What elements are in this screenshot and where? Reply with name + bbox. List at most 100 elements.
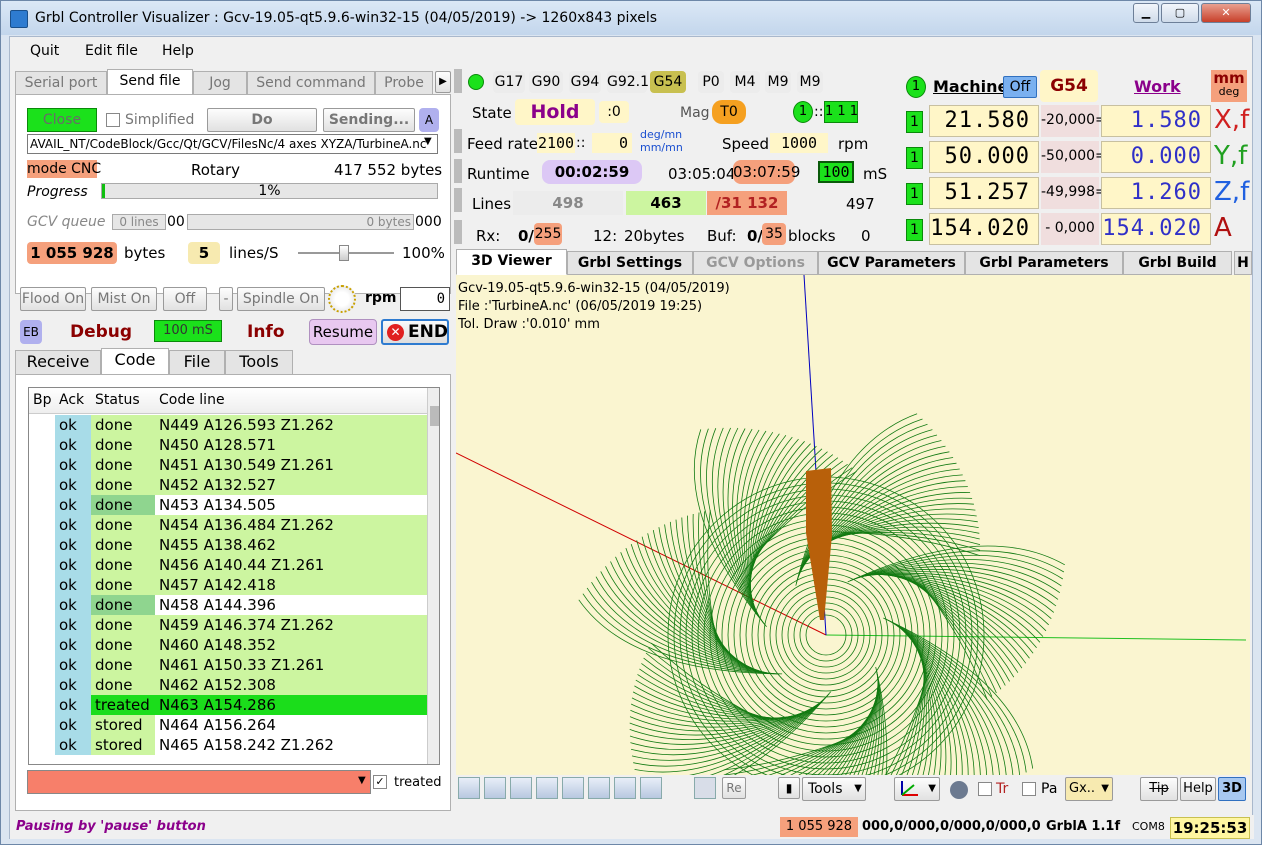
close-window-button[interactable]: ✕ [1201, 3, 1251, 23]
machine-off-toggle[interactable]: Off [1003, 76, 1037, 98]
light-icon[interactable] [950, 781, 968, 799]
a-button[interactable]: A [419, 108, 439, 132]
treated-checkbox[interactable]: ✓ [373, 775, 387, 789]
table-row[interactable]: ok done N454 A136.484 Z1.262 [29, 515, 427, 535]
table-row[interactable]: ok done N452 A132.527 [29, 475, 427, 495]
mist-on-button[interactable]: Mist On [91, 287, 157, 311]
splitter-handle[interactable] [454, 69, 462, 93]
print-icon[interactable] [694, 777, 716, 799]
axis-label[interactable]: Y,f [1214, 141, 1248, 171]
tools-dropdown[interactable]: Tools ▼ [802, 777, 866, 801]
flood-on-button[interactable]: Flood On [20, 287, 86, 311]
code-scrollbar[interactable] [427, 388, 439, 764]
minimize-button[interactable]: ▁ [1133, 3, 1159, 23]
table-row[interactable]: ok done N453 A134.505 [29, 495, 427, 515]
viewer-tab[interactable]: H [1234, 251, 1252, 275]
breakpoint-cell[interactable] [29, 475, 55, 495]
tab-file[interactable]: File [169, 350, 225, 375]
tab-code[interactable]: Code [101, 348, 169, 375]
breakpoint-cell[interactable] [29, 435, 55, 455]
viewer-tab[interactable]: 3D Viewer [456, 249, 567, 275]
axis-label[interactable]: A [1214, 213, 1232, 243]
breakpoint-cell[interactable] [29, 635, 55, 655]
table-row[interactable]: ok done N458 A144.396 [29, 595, 427, 615]
pa-checkbox[interactable] [1022, 782, 1036, 796]
menu-quit[interactable]: Quit [30, 43, 60, 59]
viewer-tab[interactable]: Grbl Settings [567, 251, 693, 275]
axis-label[interactable]: X,f [1214, 105, 1250, 135]
breakpoint-cell[interactable] [29, 555, 55, 575]
command-combo[interactable] [27, 770, 371, 794]
gx-dropdown[interactable]: Gx.. ▼ [1065, 777, 1113, 801]
breakpoint-cell[interactable] [29, 615, 55, 635]
breakpoint-cell[interactable] [29, 575, 55, 595]
do-button[interactable]: Do [207, 108, 317, 132]
view-right-icon[interactable] [510, 777, 532, 799]
feed-splitter[interactable] [454, 129, 462, 153]
breakpoint-cell[interactable] [29, 595, 55, 615]
re-button[interactable]: Re [722, 777, 746, 799]
viewer-tab[interactable]: GCV Parameters [818, 251, 965, 275]
breakpoint-cell[interactable] [29, 415, 55, 435]
tab-probe[interactable]: Probe [375, 71, 433, 95]
viewer-tab[interactable]: GCV Options [693, 251, 818, 275]
rpm-input[interactable]: 0 [400, 287, 450, 311]
3d-viewer[interactable]: Gcv-19.05-qt5.9.6-win32-15 (04/05/2019) … [456, 275, 1250, 775]
tab-send-file[interactable]: Send file [107, 69, 193, 95]
table-row[interactable]: ok done N456 A140.44 Z1.261 [29, 555, 427, 575]
view-wire-icon[interactable] [640, 777, 662, 799]
table-row[interactable]: ok done N462 A152.308 [29, 675, 427, 695]
simplified-checkbox[interactable] [106, 113, 120, 127]
tab-tools[interactable]: Tools [225, 350, 293, 375]
breakpoint-cell[interactable] [29, 495, 55, 515]
spindle-on-button[interactable]: Spindle On [237, 287, 325, 311]
tr-checkbox[interactable] [978, 782, 992, 796]
interval-button[interactable]: 100 mS [154, 320, 222, 342]
machine-label[interactable]: Machine [933, 77, 1009, 96]
table-row[interactable]: ok done N459 A146.374 Z1.262 [29, 615, 427, 635]
menu-edit-file[interactable]: Edit file [85, 43, 138, 59]
breakpoint-cell[interactable] [29, 655, 55, 675]
view-left-icon[interactable] [562, 777, 584, 799]
table-row[interactable]: ok treated N463 A154.286 [29, 695, 427, 715]
table-row[interactable]: ok done N460 A148.352 [29, 635, 427, 655]
view-bottom-icon[interactable] [614, 777, 636, 799]
breakpoint-cell[interactable] [29, 515, 55, 535]
breakpoint-cell[interactable] [29, 715, 55, 735]
coolant-off-button[interactable]: Off [163, 287, 207, 311]
table-row[interactable]: ok done N449 A126.593 Z1.262 [29, 415, 427, 435]
lines-splitter[interactable] [454, 188, 462, 212]
help-button[interactable]: Help [1180, 777, 1216, 801]
maximize-button[interactable]: ▢ [1161, 3, 1199, 23]
table-row[interactable]: ok done N451 A130.549 Z1.261 [29, 455, 427, 475]
units-badge[interactable]: mm deg [1211, 70, 1247, 102]
tool-icon[interactable]: ▮ [778, 777, 800, 799]
tab-serial-port[interactable]: Serial port [15, 71, 107, 95]
view-iso-icon[interactable] [458, 777, 480, 799]
table-row[interactable]: ok done N450 A128.571 [29, 435, 427, 455]
spindle-dial-icon[interactable] [328, 285, 356, 313]
breakpoint-cell[interactable] [29, 535, 55, 555]
work-label[interactable]: Work [1134, 77, 1181, 96]
axis-label[interactable]: Z,f [1214, 177, 1250, 207]
table-row[interactable]: ok done N461 A150.33 Z1.261 [29, 655, 427, 675]
rx-splitter[interactable] [454, 220, 462, 244]
code-scrollbar-thumb[interactable] [430, 406, 439, 426]
menu-help[interactable]: Help [162, 43, 194, 59]
view-front-icon[interactable] [484, 777, 506, 799]
close-button[interactable]: Close [27, 108, 97, 132]
table-row[interactable]: ok done N455 A138.462 [29, 535, 427, 555]
table-row[interactable]: ok stored N465 A158.242 Z1.262 [29, 735, 427, 755]
view-back-icon[interactable] [588, 777, 610, 799]
spindle-minus-button[interactable]: - [219, 287, 233, 311]
file-path-select[interactable]: AVAIL_NT/CodeBlock/Gcc/Qt/GCV/FilesNc/4 … [27, 134, 438, 154]
viewer-tab[interactable]: Grbl Parameters [965, 251, 1123, 275]
breakpoint-cell[interactable] [29, 735, 55, 755]
resume-button[interactable]: Resume [309, 319, 377, 345]
3d-toggle-button[interactable]: 3D [1218, 777, 1246, 801]
viewer-tab[interactable]: Grbl Build [1123, 251, 1232, 275]
speed-slider-handle[interactable] [339, 245, 349, 261]
sending-button[interactable]: Sending... [323, 108, 415, 132]
table-row[interactable]: ok done N457 A142.418 [29, 575, 427, 595]
runtime-splitter[interactable] [454, 159, 462, 183]
